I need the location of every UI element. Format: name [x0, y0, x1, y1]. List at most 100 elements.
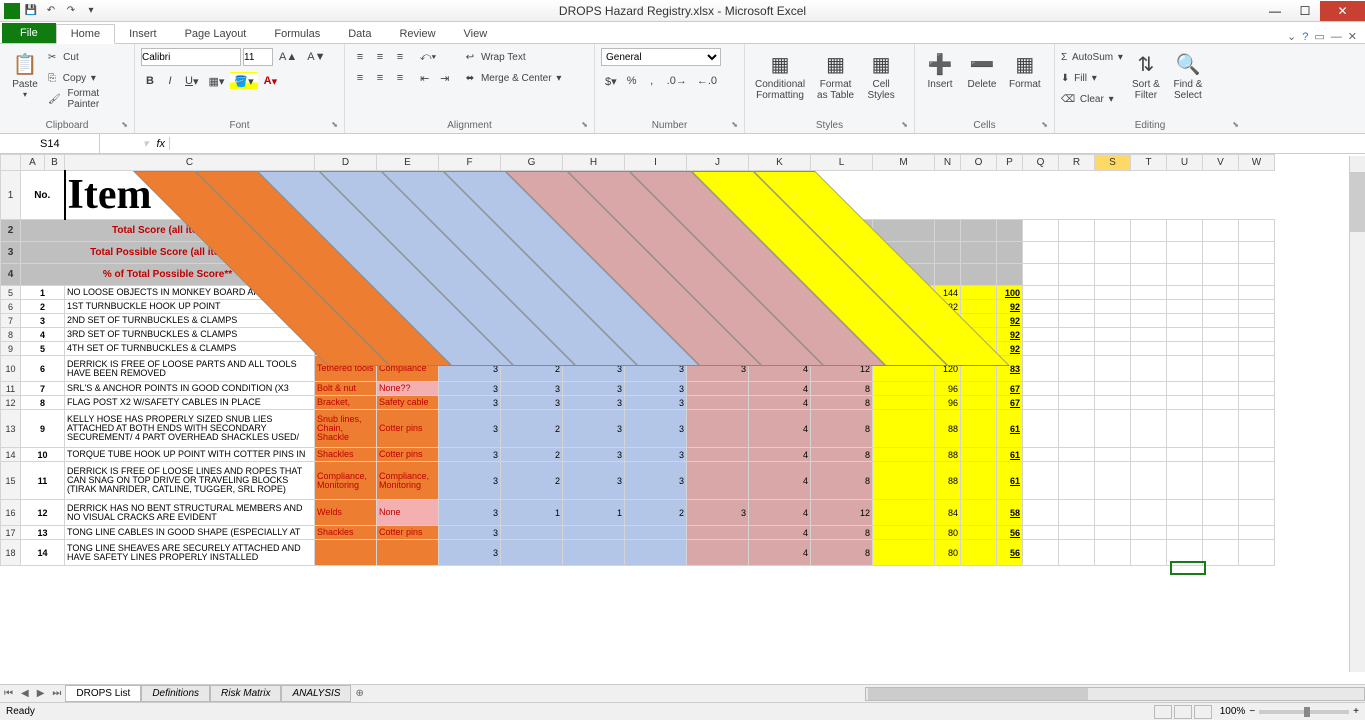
cell[interactable]: 4	[749, 540, 811, 566]
cell[interactable]: 3	[625, 410, 687, 448]
cell-no[interactable]: 6	[21, 356, 65, 382]
cell[interactable]	[1239, 286, 1275, 300]
cell-no[interactable]: 1	[21, 286, 65, 300]
col-header[interactable]	[1, 155, 21, 171]
ribbon-tab-review[interactable]: Review	[385, 25, 449, 43]
col-header[interactable]: M	[873, 155, 935, 171]
cell-secondary[interactable]: None	[377, 314, 439, 328]
cell[interactable]	[1095, 286, 1131, 300]
align-bottom-button[interactable]: ≡	[391, 48, 409, 66]
cell-primary[interactable]: Look nut	[315, 314, 377, 328]
col-header[interactable]: G	[501, 155, 563, 171]
cell-item[interactable]: KELLY HOSE HAS PROPERLY SIZED SNUB LIES …	[65, 410, 315, 448]
cell-no[interactable]: 4	[21, 328, 65, 342]
cell[interactable]	[1095, 342, 1131, 356]
cell[interactable]: 4	[749, 410, 811, 448]
cell[interactable]	[1203, 448, 1239, 462]
align-center-button[interactable]: ≡	[371, 69, 389, 87]
sheet-tab-drops-list[interactable]: DROPS List	[65, 685, 141, 702]
cell[interactable]: 4	[749, 328, 811, 342]
cell[interactable]	[1131, 300, 1167, 314]
col-header[interactable]: O	[961, 155, 997, 171]
cell-item[interactable]: FLAG POST X2 W/SAFETY CABLES IN PLACE	[65, 396, 315, 410]
cell[interactable]	[563, 526, 625, 540]
summary-cell[interactable]	[377, 242, 439, 264]
summary-cell[interactable]: 153	[563, 242, 625, 264]
cell[interactable]: 3	[625, 462, 687, 500]
help-icon[interactable]: ?	[1302, 31, 1308, 43]
cell[interactable]: 8	[811, 448, 873, 462]
format-cells-button[interactable]: ▦Format	[1005, 47, 1045, 92]
cell-secondary[interactable]: Cotter pins	[377, 448, 439, 462]
cell[interactable]	[1059, 328, 1095, 342]
cell-cum[interactable]: 88	[935, 448, 961, 462]
cell-item[interactable]: DERRICK HAS NO BENT STRUCTURAL MEMBERS A…	[65, 500, 315, 526]
col-header[interactable]: L	[811, 155, 873, 171]
cell-idx[interactable]: 61	[997, 410, 1023, 448]
cell[interactable]	[873, 342, 935, 356]
cell[interactable]	[1095, 462, 1131, 500]
cell[interactable]: 3	[563, 448, 625, 462]
ribbon-tab-insert[interactable]: Insert	[115, 25, 171, 43]
col-header[interactable]: N	[935, 155, 961, 171]
cell-cum[interactable]: 144	[935, 286, 961, 300]
cell[interactable]: 3	[439, 286, 501, 300]
summary-cell[interactable]: 62.1%	[563, 264, 625, 286]
cell[interactable]: 2	[625, 500, 687, 526]
paste-button[interactable]: 📋 Paste▾	[6, 47, 44, 101]
cell[interactable]	[1059, 526, 1095, 540]
cell[interactable]	[1095, 382, 1131, 396]
cell-item[interactable]: 2ND SET OF TURNBUCKLES & CLAMPS	[65, 314, 315, 328]
col-header[interactable]: A	[21, 155, 45, 171]
cell-cum[interactable]: 96	[935, 396, 961, 410]
summary-cell[interactable]: 153	[439, 242, 501, 264]
cell-cum[interactable]: 132	[935, 328, 961, 342]
cell[interactable]	[501, 540, 563, 566]
cell[interactable]: 4	[749, 462, 811, 500]
cut-button[interactable]: ✂ Cut	[48, 47, 128, 67]
cell-cum[interactable]: 120	[935, 356, 961, 382]
ribbon-tab-home[interactable]: Home	[56, 24, 115, 44]
cell[interactable]	[1059, 356, 1095, 382]
cell[interactable]	[1131, 448, 1167, 462]
cell[interactable]	[873, 300, 935, 314]
summary-cell[interactable]: 141	[439, 220, 501, 242]
cell[interactable]	[1023, 300, 1059, 314]
cell[interactable]: 2	[501, 448, 563, 462]
page-layout-view-button[interactable]	[1174, 705, 1192, 719]
cell-idx[interactable]: 67	[997, 396, 1023, 410]
cell[interactable]	[1203, 286, 1239, 300]
col-header[interactable]: E	[377, 155, 439, 171]
cell-secondary[interactable]: None	[377, 500, 439, 526]
cell-secondary[interactable]: None	[377, 328, 439, 342]
cell[interactable]: 8	[811, 382, 873, 396]
cell[interactable]	[1203, 540, 1239, 566]
summary-cell[interactable]: 153	[625, 242, 687, 264]
cell-item[interactable]: DERRICK IS FREE OF LOOSE PARTS AND ALL T…	[65, 356, 315, 382]
row-header[interactable]: 7	[1, 314, 21, 328]
summary-cell[interactable]: 57.5%	[687, 264, 749, 286]
cell[interactable]	[961, 410, 997, 448]
row-header[interactable]: 10	[1, 356, 21, 382]
cell[interactable]: 3	[625, 328, 687, 342]
cell-primary[interactable]: Bracket,	[315, 396, 377, 410]
cell[interactable]	[1023, 462, 1059, 500]
cell[interactable]: 3	[625, 300, 687, 314]
cell-primary[interactable]: Look nut	[315, 328, 377, 342]
cell-cum[interactable]: 80	[935, 540, 961, 566]
cell[interactable]	[1167, 500, 1203, 526]
fill-button[interactable]: ⬇ Fill ▾	[1061, 68, 1123, 88]
cell[interactable]: 1	[563, 500, 625, 526]
cell-secondary[interactable]: None??	[377, 382, 439, 396]
cell[interactable]	[1167, 382, 1203, 396]
fill-color-button[interactable]: 🪣▾	[230, 72, 257, 90]
cell[interactable]: 3	[625, 356, 687, 382]
cell-no[interactable]: 5	[21, 342, 65, 356]
cell-idx[interactable]: 92	[997, 328, 1023, 342]
cell-idx[interactable]: 92	[997, 314, 1023, 328]
cell-no[interactable]: 11	[21, 462, 65, 500]
cell-idx[interactable]: 67	[997, 382, 1023, 396]
cell[interactable]	[1095, 540, 1131, 566]
cell[interactable]	[1023, 342, 1059, 356]
cell[interactable]	[1131, 382, 1167, 396]
